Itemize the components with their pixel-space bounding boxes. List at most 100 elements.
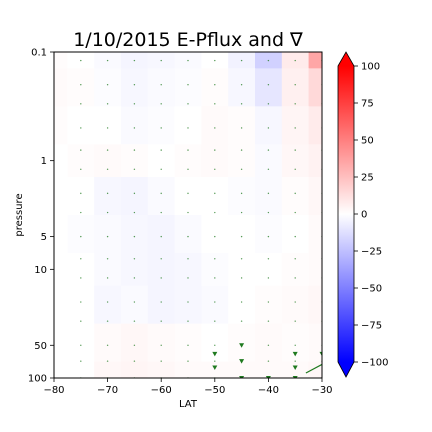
field-cell [121,252,149,287]
field-cell [54,144,68,178]
field-cell [308,252,322,287]
field-cell [281,285,310,325]
flux-arrow [133,149,136,151]
field-cell [94,323,122,363]
flux-arrow [187,344,189,346]
flux-arrow [133,127,136,129]
flux-arrow [133,59,136,62]
flux-arrow [160,103,162,105]
flux-arrow [267,344,270,346]
flux-arrow [160,360,162,362]
colorbar-tick-label: −100 [361,358,388,369]
field-cell [201,361,229,378]
field-cell [147,106,176,145]
field-cell [228,323,256,363]
flux-arrow [80,127,82,129]
flux-arrow [294,59,296,62]
flux-arrow [160,127,162,129]
flux-arrow [294,258,296,260]
flux-arrow [106,211,109,214]
field-cell [54,215,68,254]
field-cell [147,285,176,325]
flux-arrow [106,360,109,362]
field-cell [174,177,202,216]
flux-arrow [214,168,216,170]
flux-arrow [187,192,189,195]
field-cell [67,68,95,107]
flux-arrow [267,149,270,151]
x-tick-label: −70 [97,385,118,396]
flux-arrow [214,149,216,151]
flux-arrow-head [319,351,322,357]
field-cell [147,68,176,107]
y-tick-label: 100 [28,374,47,385]
flux-arrow [294,168,296,170]
x-tick-label: −40 [258,385,279,396]
field-cell [94,215,122,254]
flux-arrow [294,235,296,238]
flux-arrow [240,301,243,303]
field-cell [174,215,202,254]
flux-arrow [133,258,136,260]
flux-arrow [187,320,189,322]
flux-arrow [267,168,270,170]
flux-arrow [267,258,270,260]
field-cell [67,144,95,178]
flux-arrow [160,320,162,322]
field-cell [201,177,229,216]
flux-arrow [187,211,189,214]
flux-arrow-head [292,365,298,370]
field-cell [174,285,202,325]
y-tick-label: 5 [41,232,47,243]
field-cell [255,177,283,216]
field-cell [67,361,95,378]
field-cell [228,177,256,216]
flux-arrow [267,59,270,62]
field-cell [174,144,202,178]
flux-arrow [133,84,136,86]
y-tick-label: 10 [34,265,47,276]
field-cell [308,52,322,69]
flux-arrow [160,59,162,62]
field-cell [228,285,256,325]
flux-arrow [80,103,82,105]
flux-arrow [214,320,216,322]
field-cell [121,323,149,363]
flux-arrow [187,235,189,238]
field-cell [281,68,310,107]
flux-arrow [106,149,109,151]
flux-arrow [106,168,109,170]
colorbar-ticks: 100 75 50 25 0 −25 −50 −75 −100 [354,62,388,369]
field-cell [67,106,95,145]
field-cell [147,177,176,216]
flux-arrow [214,344,216,346]
flux-arrow [187,258,189,260]
y-axis-label: pressure [14,193,25,236]
field-cell [255,252,283,287]
field-cell [308,285,322,325]
flux-arrow [133,192,136,195]
flux-arrow [187,301,189,303]
flux-arrow [187,103,189,105]
field-cell [121,106,149,145]
flux-arrow-head [292,351,298,357]
flux-arrow [187,277,189,279]
plot-frame [53,51,323,379]
field-cell [94,361,122,378]
flux-arrow [160,258,162,260]
flux-arrow [267,301,270,303]
flux-arrow [214,258,216,260]
colorbar-tick-label: 0 [361,210,367,221]
field-cell [281,144,310,178]
field-cell [308,215,322,254]
flux-arrow [133,277,136,279]
flux-arrow [240,277,243,279]
field-cell [121,361,149,378]
field-cell [147,323,176,363]
flux-arrow [294,211,296,214]
flux-arrow [106,103,109,105]
field-cell [255,361,283,378]
flux-arrow [160,277,162,279]
field-cell [174,106,202,145]
flux-arrow [133,301,136,303]
